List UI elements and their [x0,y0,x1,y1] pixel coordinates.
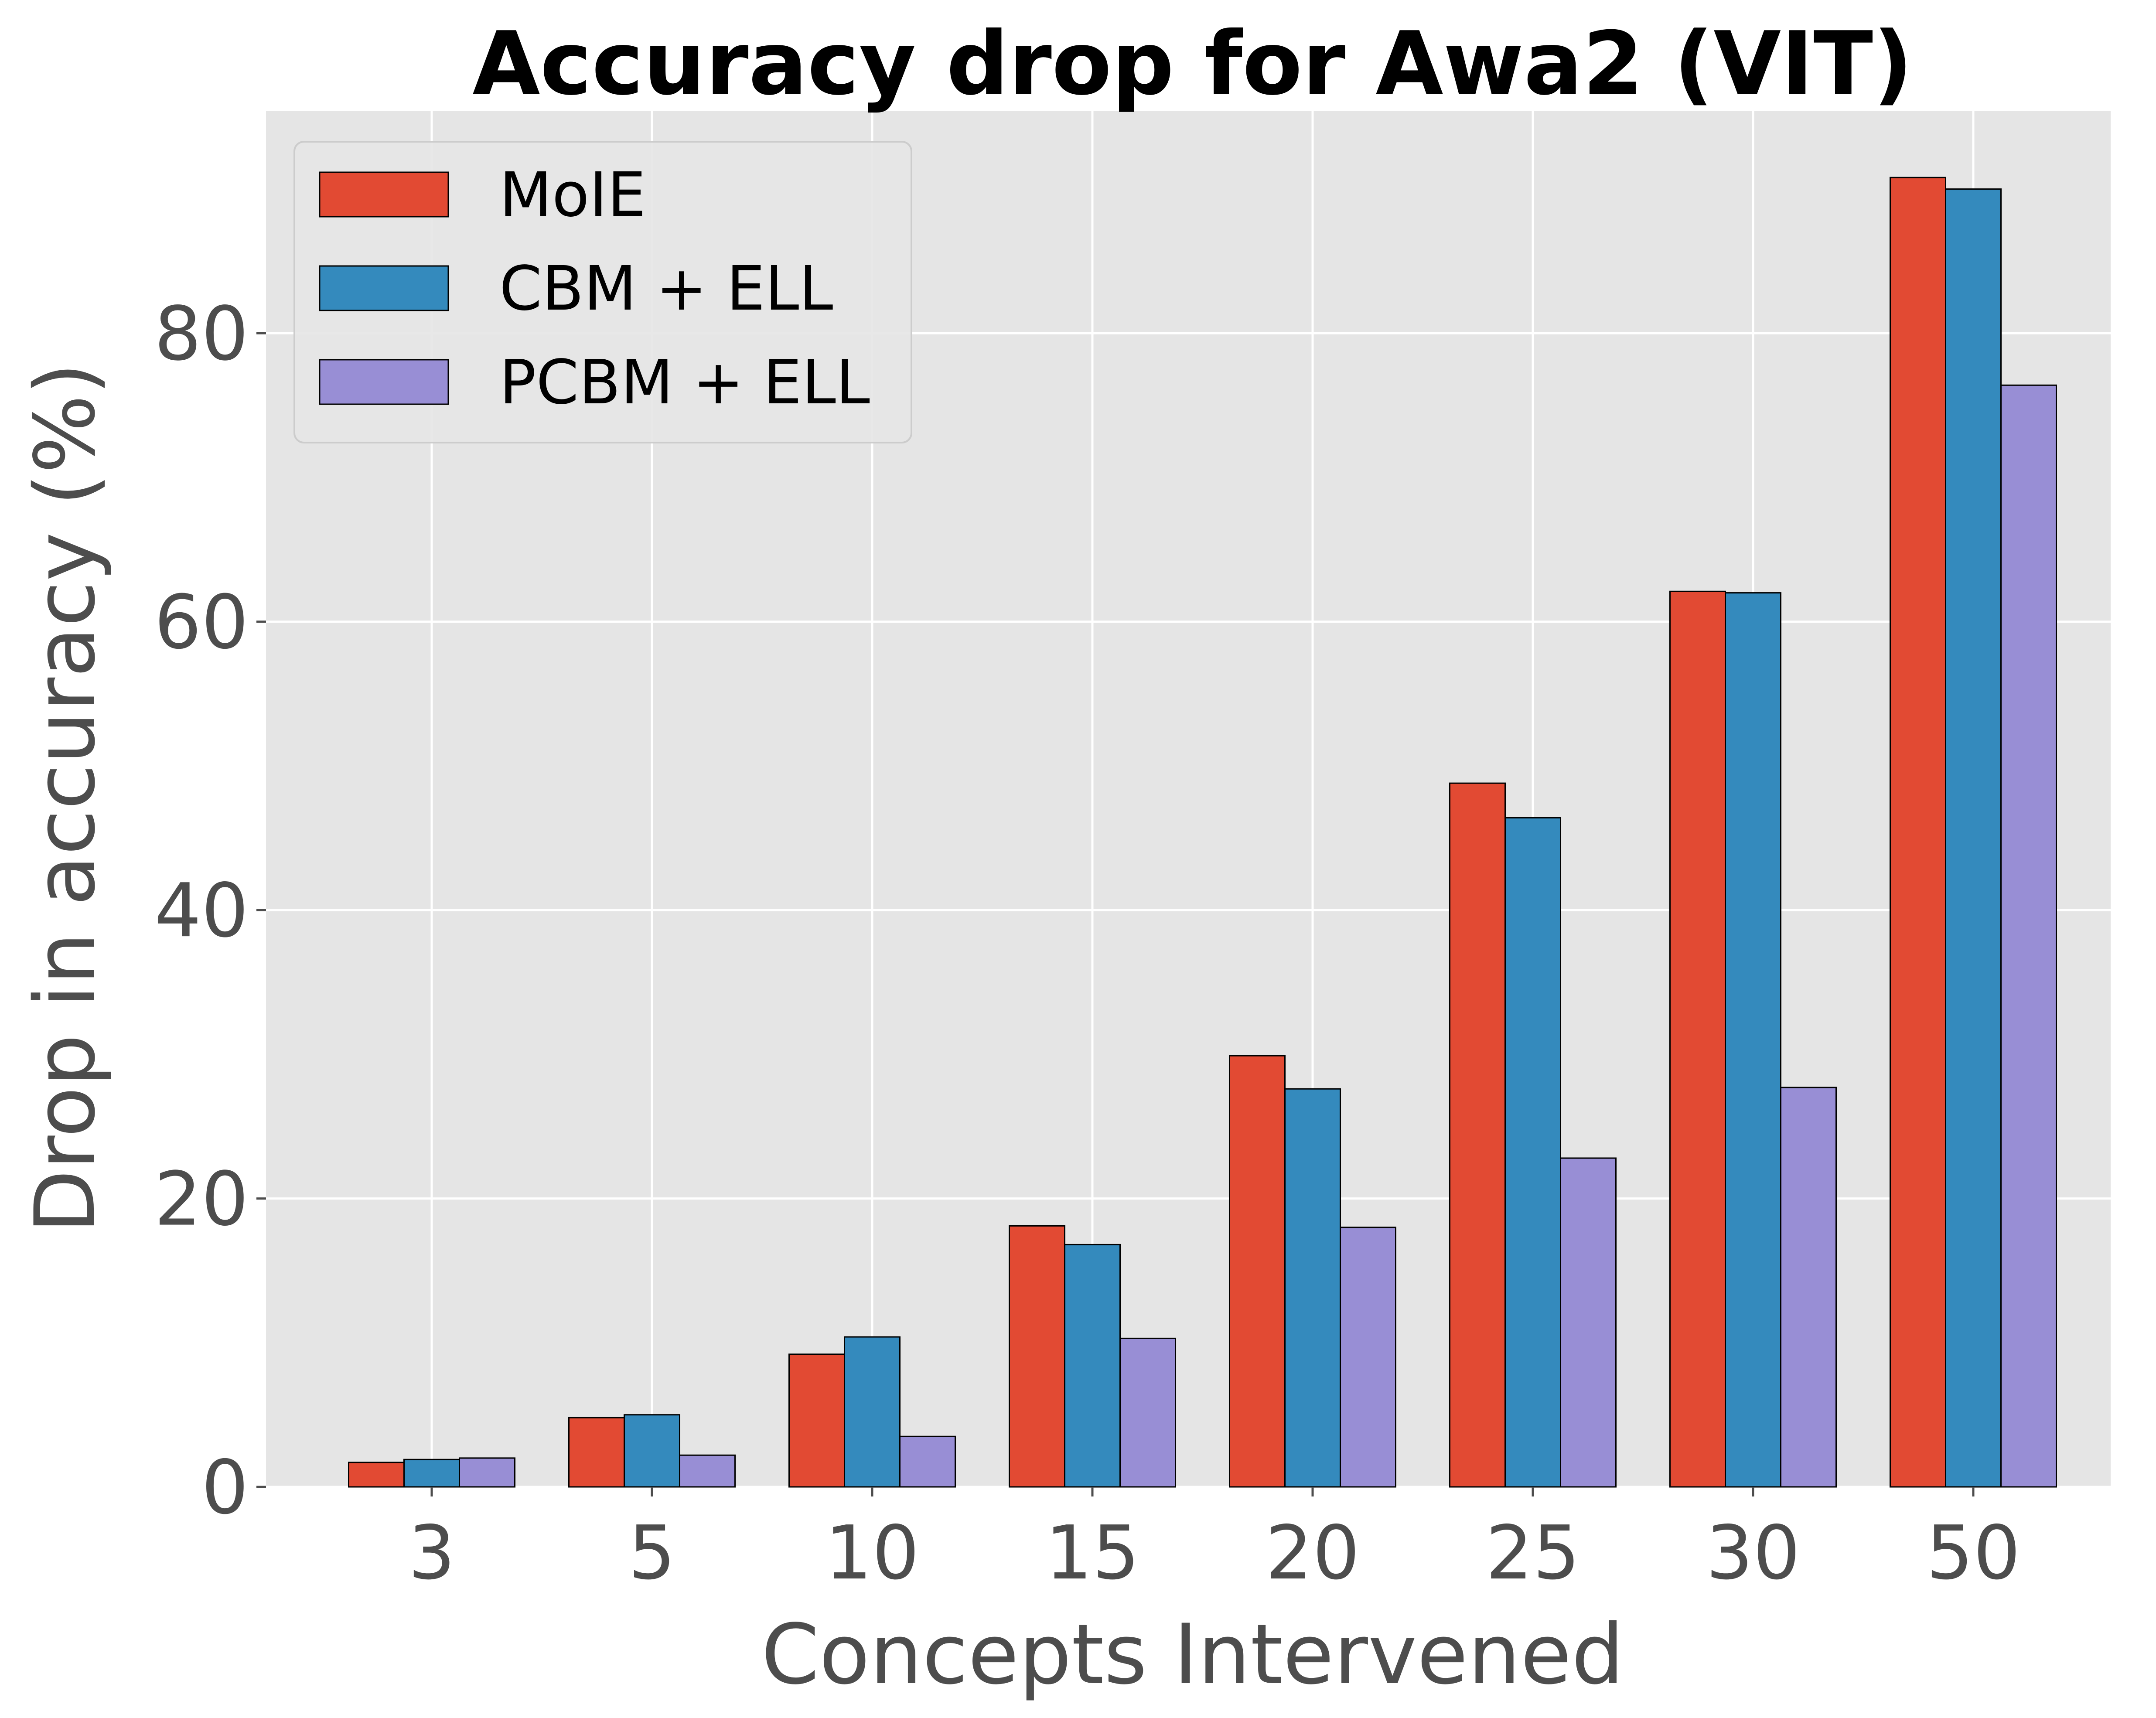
y-tick-label: 20 [154,1156,249,1243]
bar-cbm-ell-50 [1945,188,2002,1488]
x-tick-label: 3 [408,1510,455,1596]
bar-moie-20 [1229,1055,1286,1488]
bar-cbm-ell-5 [624,1414,680,1488]
legend-swatch [319,171,449,218]
bar-moie-15 [1009,1225,1065,1488]
chart-title: Accuracy drop for Awa2 (VIT) [473,13,1913,115]
y-tick-label: 0 [201,1445,249,1531]
bar-cbm-ell-30 [1725,592,1781,1488]
bar-pcbm-ell-30 [1780,1087,1837,1488]
x-tick-label: 15 [1045,1510,1139,1596]
bar-moie-10 [788,1353,845,1488]
bar-pcbm-ell-20 [1340,1227,1396,1488]
bar-moie-25 [1449,782,1506,1488]
x-tick-label: 20 [1266,1510,1360,1596]
x-tick-label: 10 [825,1510,919,1596]
y-axis-label: Drop in accuracy (%) [17,362,113,1234]
bar-pcbm-ell-15 [1119,1337,1176,1488]
bars [348,177,2057,1488]
bar-pcbm-ell-3 [459,1457,515,1488]
bar-cbm-ell-15 [1064,1244,1121,1488]
legend-label: CBM + ELL [499,253,833,324]
x-tick-label: 30 [1706,1510,1800,1596]
bar-cbm-ell-25 [1504,817,1561,1488]
y-tick-label: 60 [154,579,249,666]
y-tick-label: 40 [154,868,249,954]
legend: MoIE CBM + ELL PCBM + ELL [293,141,912,443]
legend-label: PCBM + ELL [499,347,870,418]
x-tick-label: 50 [1926,1510,2020,1596]
y-axis-ticks: 0 20 40 60 80 [154,291,266,1531]
legend-label: MoIE [499,160,646,231]
legend-swatch [319,265,449,311]
bar-pcbm-ell-10 [899,1435,956,1488]
x-tick-label: 25 [1486,1510,1580,1596]
bar-moie-30 [1669,590,1726,1488]
bar-pcbm-ell-5 [679,1454,736,1488]
bar-cbm-ell-3 [403,1459,460,1488]
bar-moie-50 [1890,177,1946,1488]
y-tick-label: 80 [154,291,249,377]
bar-pcbm-ell-50 [2000,384,2057,1488]
bar-moie-5 [568,1417,625,1488]
legend-swatch [319,359,449,405]
x-axis-ticks: 3 5 10 15 20 25 30 50 [408,1487,2020,1596]
bar-cbm-ell-10 [844,1336,901,1488]
x-tick-label: 5 [628,1510,675,1596]
bar-cbm-ell-20 [1284,1088,1341,1488]
bar-pcbm-ell-25 [1560,1157,1617,1488]
bar-moie-3 [348,1462,405,1488]
x-axis-label: Concepts Intervened [761,1606,1624,1703]
